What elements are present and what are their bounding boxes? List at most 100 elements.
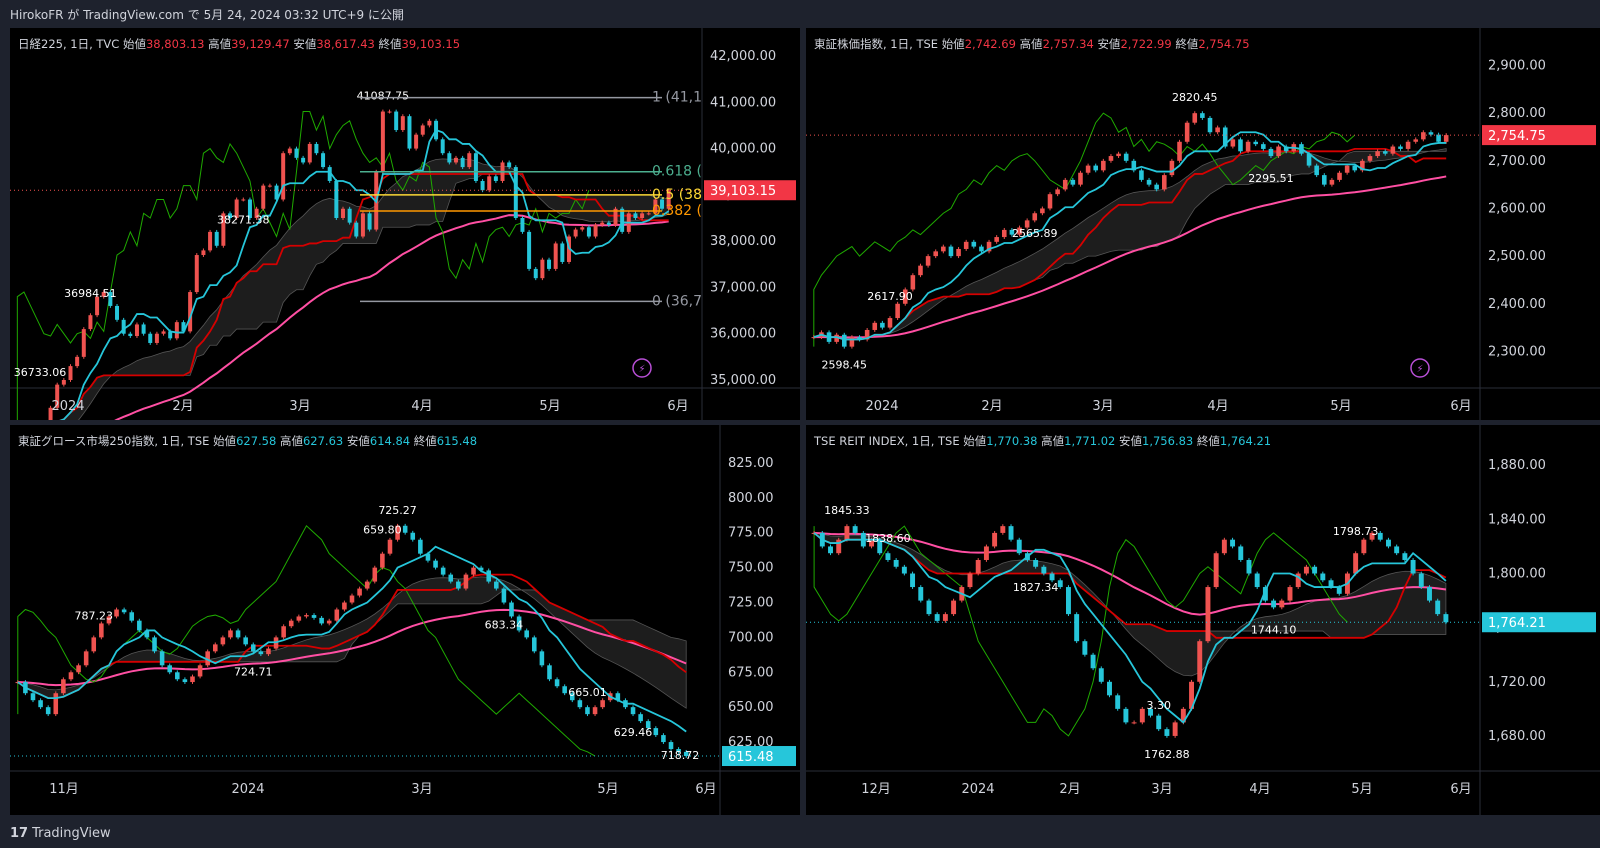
chart-legend: 東証グロース市場250指数, 1日, TSE 始値627.58 高値627.63… bbox=[18, 433, 477, 449]
candle-body bbox=[83, 651, 89, 666]
candle-body bbox=[554, 679, 560, 687]
y-tick-label: 1,800.00 bbox=[1488, 567, 1546, 582]
ichimoku-cloud bbox=[17, 576, 687, 709]
chart-panel-reit[interactable]: 1,880.001,840.001,800.001,760.001,720.00… bbox=[806, 425, 1600, 815]
candle-body bbox=[994, 237, 999, 242]
candle-body bbox=[676, 749, 681, 752]
close-label: 終値 bbox=[413, 434, 437, 448]
low-label: 安値 bbox=[1119, 434, 1143, 448]
last-price-label: 2,754.75 bbox=[1488, 129, 1546, 144]
candle-body bbox=[842, 334, 847, 347]
price-annotation: 1762.88 bbox=[1144, 748, 1190, 761]
candle-body bbox=[941, 246, 946, 252]
price-annotation: 41087.75 bbox=[357, 90, 410, 103]
price-annotation: 36984.51 bbox=[64, 287, 117, 300]
candle-body bbox=[1131, 160, 1137, 171]
last-price-label: 1,764.21 bbox=[1488, 616, 1546, 631]
chart-panel-growth250[interactable]: 825.00 800.00 775.00 750.00 725.00 700.00 675.… bbox=[10, 425, 800, 815]
candle-body bbox=[509, 602, 514, 617]
candle-body bbox=[1200, 113, 1205, 118]
price-annotation: 3.30 bbox=[1146, 699, 1171, 712]
candle-body bbox=[168, 331, 173, 339]
candle-body bbox=[1320, 573, 1326, 581]
candle-body bbox=[925, 256, 931, 266]
candle-body bbox=[902, 289, 908, 304]
last-price-label: 615.48 bbox=[728, 750, 774, 765]
candle-body bbox=[1085, 165, 1091, 173]
candle-body bbox=[1207, 117, 1213, 133]
candle-body bbox=[901, 566, 907, 574]
last-price-tag bbox=[1482, 125, 1596, 146]
candle-body bbox=[1057, 580, 1063, 588]
candle-body bbox=[513, 167, 518, 218]
candle-body bbox=[1410, 559, 1416, 574]
x-tick-label: 2024 bbox=[865, 399, 898, 414]
candle-body bbox=[321, 153, 326, 168]
candle-body bbox=[1375, 151, 1380, 157]
candle-body bbox=[668, 742, 674, 750]
open-value: 627.58 bbox=[236, 434, 277, 448]
candle-body bbox=[258, 651, 264, 655]
candle-body bbox=[364, 581, 370, 589]
candle-body bbox=[630, 707, 636, 715]
candle-body bbox=[620, 208, 625, 232]
low-value: 38,617.43 bbox=[316, 37, 375, 51]
candle-body bbox=[1402, 553, 1408, 560]
candle-body bbox=[606, 222, 611, 225]
candle-body bbox=[1377, 532, 1383, 540]
ichimoku-cloud bbox=[813, 148, 1447, 340]
open-label: 始値 bbox=[941, 37, 965, 51]
candle-body bbox=[45, 707, 51, 715]
candle-body bbox=[1107, 681, 1112, 696]
lightning-icon-glyph: ⚡ bbox=[638, 364, 645, 375]
candle-body bbox=[910, 573, 916, 588]
low-value: 1,756.83 bbox=[1142, 434, 1194, 448]
chart-title: TSE REIT INDEX, 1日, TSE bbox=[814, 434, 960, 448]
candle-body bbox=[653, 728, 659, 736]
candle-body bbox=[1314, 165, 1319, 176]
candle-body bbox=[1131, 722, 1137, 724]
candle-body bbox=[357, 588, 362, 596]
price-annotation: 38271.38 bbox=[217, 213, 270, 226]
candle-body bbox=[660, 199, 665, 209]
candle-body bbox=[1002, 229, 1007, 238]
open-value: 2,742.69 bbox=[964, 37, 1016, 51]
y-tick-label: 41,000.00 bbox=[710, 95, 776, 110]
chart-canvas[interactable]: 42,000.0041,000.0040,000.0039,000.0038,0… bbox=[10, 28, 800, 420]
candle-body bbox=[486, 570, 491, 582]
candle-body bbox=[1303, 566, 1309, 574]
chikou-span-line bbox=[813, 112, 1356, 347]
candle-body bbox=[167, 665, 172, 673]
candle-body bbox=[1139, 708, 1145, 723]
candle-body bbox=[942, 614, 948, 621]
kijun-line bbox=[813, 532, 1447, 639]
candle-body bbox=[367, 213, 372, 230]
candle-body bbox=[188, 292, 193, 332]
candle-body bbox=[159, 651, 165, 666]
chart-canvas[interactable]: 1,880.001,840.001,800.001,760.001,720.00… bbox=[806, 425, 1600, 815]
candle-body bbox=[1139, 170, 1144, 180]
tradingview-logo[interactable]: 17 TradingView bbox=[10, 826, 111, 841]
candle-body bbox=[1205, 587, 1211, 642]
candle-body bbox=[1115, 695, 1121, 709]
candle-body bbox=[144, 630, 150, 638]
chart-canvas[interactable]: 825.00 800.00 775.00 750.00 725.00 700.00 675.… bbox=[10, 425, 800, 815]
candle-body bbox=[61, 679, 66, 694]
candle-body bbox=[281, 153, 286, 200]
candle-body bbox=[933, 251, 938, 257]
candle-body bbox=[427, 120, 432, 126]
chart-canvas[interactable]: 2,900.00 2,800.00 2,700.00 2,600.00 2,500.00… bbox=[806, 28, 1600, 420]
chart-panel-topix[interactable]: 2,900.00 2,800.00 2,700.00 2,600.00 2,500.00… bbox=[806, 28, 1600, 420]
candle-body bbox=[342, 602, 347, 610]
candle-body bbox=[266, 648, 271, 655]
candle-body bbox=[1108, 156, 1114, 161]
candle-body bbox=[471, 567, 476, 575]
candle-body bbox=[1180, 708, 1186, 723]
chart-panel-nikkei225[interactable]: 42,000.0041,000.0040,000.0039,000.0038,0… bbox=[10, 28, 800, 420]
high-value: 1,771.02 bbox=[1064, 434, 1116, 448]
high-value: 627.63 bbox=[302, 434, 344, 448]
candle-body bbox=[114, 609, 119, 617]
moving-average-line bbox=[813, 175, 1447, 339]
close-value: 2,754.75 bbox=[1198, 37, 1250, 51]
candle-body bbox=[106, 616, 112, 624]
